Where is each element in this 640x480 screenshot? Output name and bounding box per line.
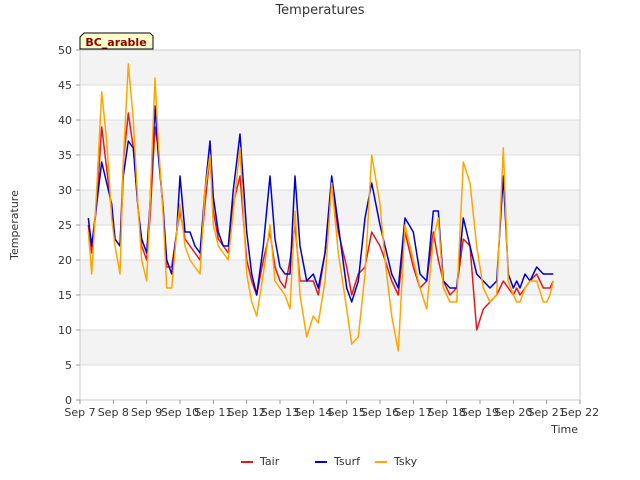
x-tick-label: Sep 19 (461, 406, 499, 419)
legend-label-tsurf: Tsurf (333, 455, 361, 468)
y-tick-label: 45 (58, 79, 72, 92)
legend: Tair Tsurf Tsky (241, 455, 418, 468)
y-tick-label: 40 (58, 114, 72, 127)
x-tick-label: Sep 11 (194, 406, 232, 419)
x-tick-label: Sep 13 (261, 406, 299, 419)
y-tick-label: 25 (58, 219, 72, 232)
legend-label-tair: Tair (259, 455, 280, 468)
series-lines (87, 63, 555, 352)
site-label: BC_arable (85, 36, 146, 49)
plot-band (80, 50, 580, 85)
x-tick-label: Sep 10 (161, 406, 199, 419)
y-tick-label: 30 (58, 184, 72, 197)
chart-title: Temperatures (274, 3, 364, 18)
plot-band (80, 330, 580, 365)
y-tick-label: 15 (58, 289, 72, 302)
y-axis-ticks: 0 5 10 15 20 25 30 35 40 45 50 (58, 44, 80, 407)
x-tick-label: Sep 14 (294, 406, 332, 419)
x-tick-label: Sep 8 (98, 406, 129, 419)
x-tick-label: Sep 21 (528, 406, 566, 419)
plot-band (80, 120, 580, 155)
x-tick-label: Sep 22 (561, 406, 599, 419)
y-tick-label: 5 (65, 359, 72, 372)
y-tick-label: 10 (58, 324, 72, 337)
y-tick-label: 20 (58, 254, 72, 267)
x-axis-title: Time (550, 423, 578, 436)
x-tick-label: Sep 12 (228, 406, 266, 419)
x-tick-label: Sep 15 (328, 406, 366, 419)
y-tick-label: 50 (58, 44, 72, 57)
x-tick-label: Sep 18 (428, 406, 466, 419)
y-tick-label: 35 (58, 149, 72, 162)
y-tick-label: 0 (65, 394, 72, 407)
y-axis-title: Temperature (8, 190, 21, 261)
x-tick-label: Sep 17 (394, 406, 432, 419)
x-tick-label: Sep 9 (131, 406, 162, 419)
plot-band (80, 260, 580, 295)
x-tick-label: Sep 20 (494, 406, 532, 419)
legend-label-tsky: Tsky (393, 455, 418, 468)
series-line-tsky (87, 63, 555, 352)
x-tick-label: Sep 7 (64, 406, 95, 419)
x-tick-label: Sep 16 (361, 406, 399, 419)
site-label-box: BC_arable (79, 32, 154, 50)
